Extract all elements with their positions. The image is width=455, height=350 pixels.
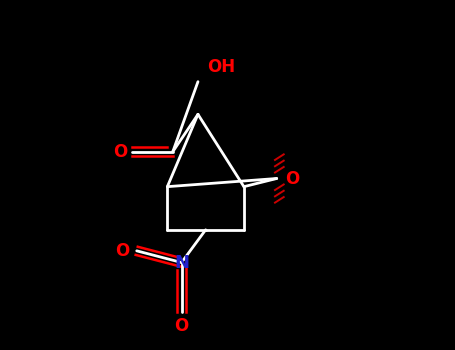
Text: OH: OH [207, 58, 235, 76]
Text: O: O [113, 143, 127, 161]
Text: O: O [285, 169, 300, 188]
Text: O: O [174, 317, 189, 335]
Text: O: O [116, 242, 130, 260]
Text: N: N [174, 253, 189, 272]
